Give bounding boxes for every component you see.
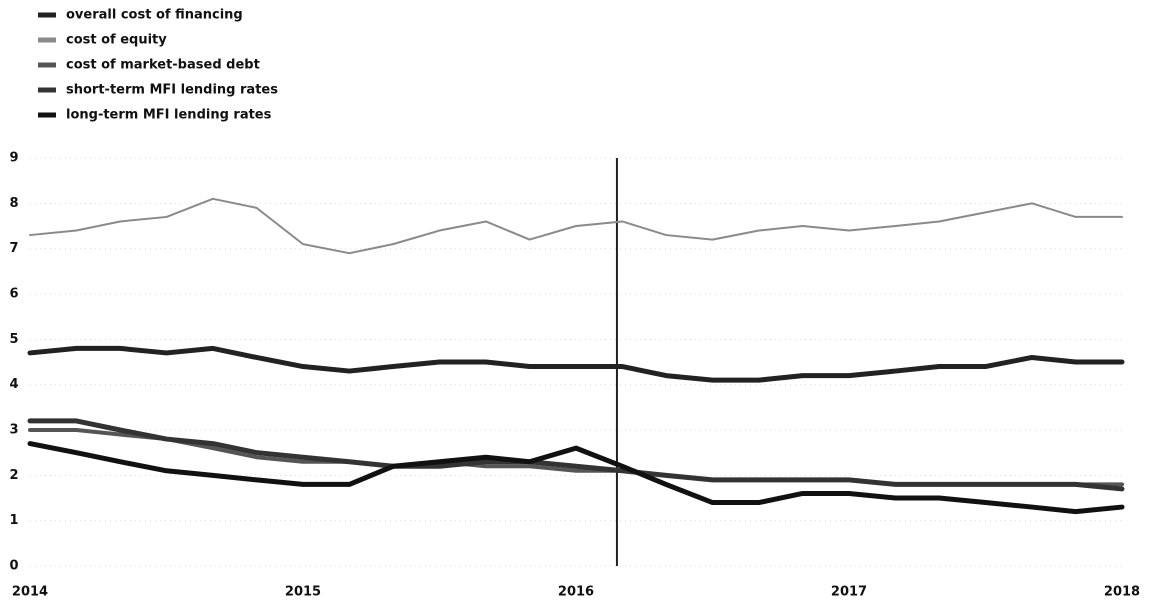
x-tick-label: 2017 <box>831 585 867 600</box>
y-tick-label: 5 <box>9 332 18 347</box>
y-tick-label: 7 <box>9 241 18 256</box>
y-tick-label: 3 <box>9 423 18 438</box>
y-tick-label: 2 <box>9 468 18 483</box>
x-tick-label: 2015 <box>285 585 321 600</box>
x-tick-label: 2016 <box>558 585 594 600</box>
legend-label: cost of equity <box>66 33 167 48</box>
series-line <box>27 345 1125 383</box>
series-line <box>29 197 1123 255</box>
legend-label: cost of market-based debt <box>66 58 260 73</box>
legend-label: short-term MFI lending rates <box>66 83 278 98</box>
y-tick-label: 9 <box>9 151 18 166</box>
legend-label: long-term MFI lending rates <box>66 108 272 123</box>
y-tick-label: 4 <box>9 377 18 392</box>
series-line <box>27 441 1125 515</box>
series-line <box>27 418 1125 492</box>
y-tick-label: 0 <box>9 559 18 574</box>
y-tick-label: 6 <box>9 287 18 302</box>
x-tick-label: 2018 <box>1104 585 1140 600</box>
y-tick-label: 8 <box>9 196 18 211</box>
y-tick-label: 1 <box>9 513 18 528</box>
series-line <box>28 428 1124 487</box>
legend-label: overall cost of financing <box>66 8 243 23</box>
x-tick-label: 2014 <box>12 585 48 600</box>
